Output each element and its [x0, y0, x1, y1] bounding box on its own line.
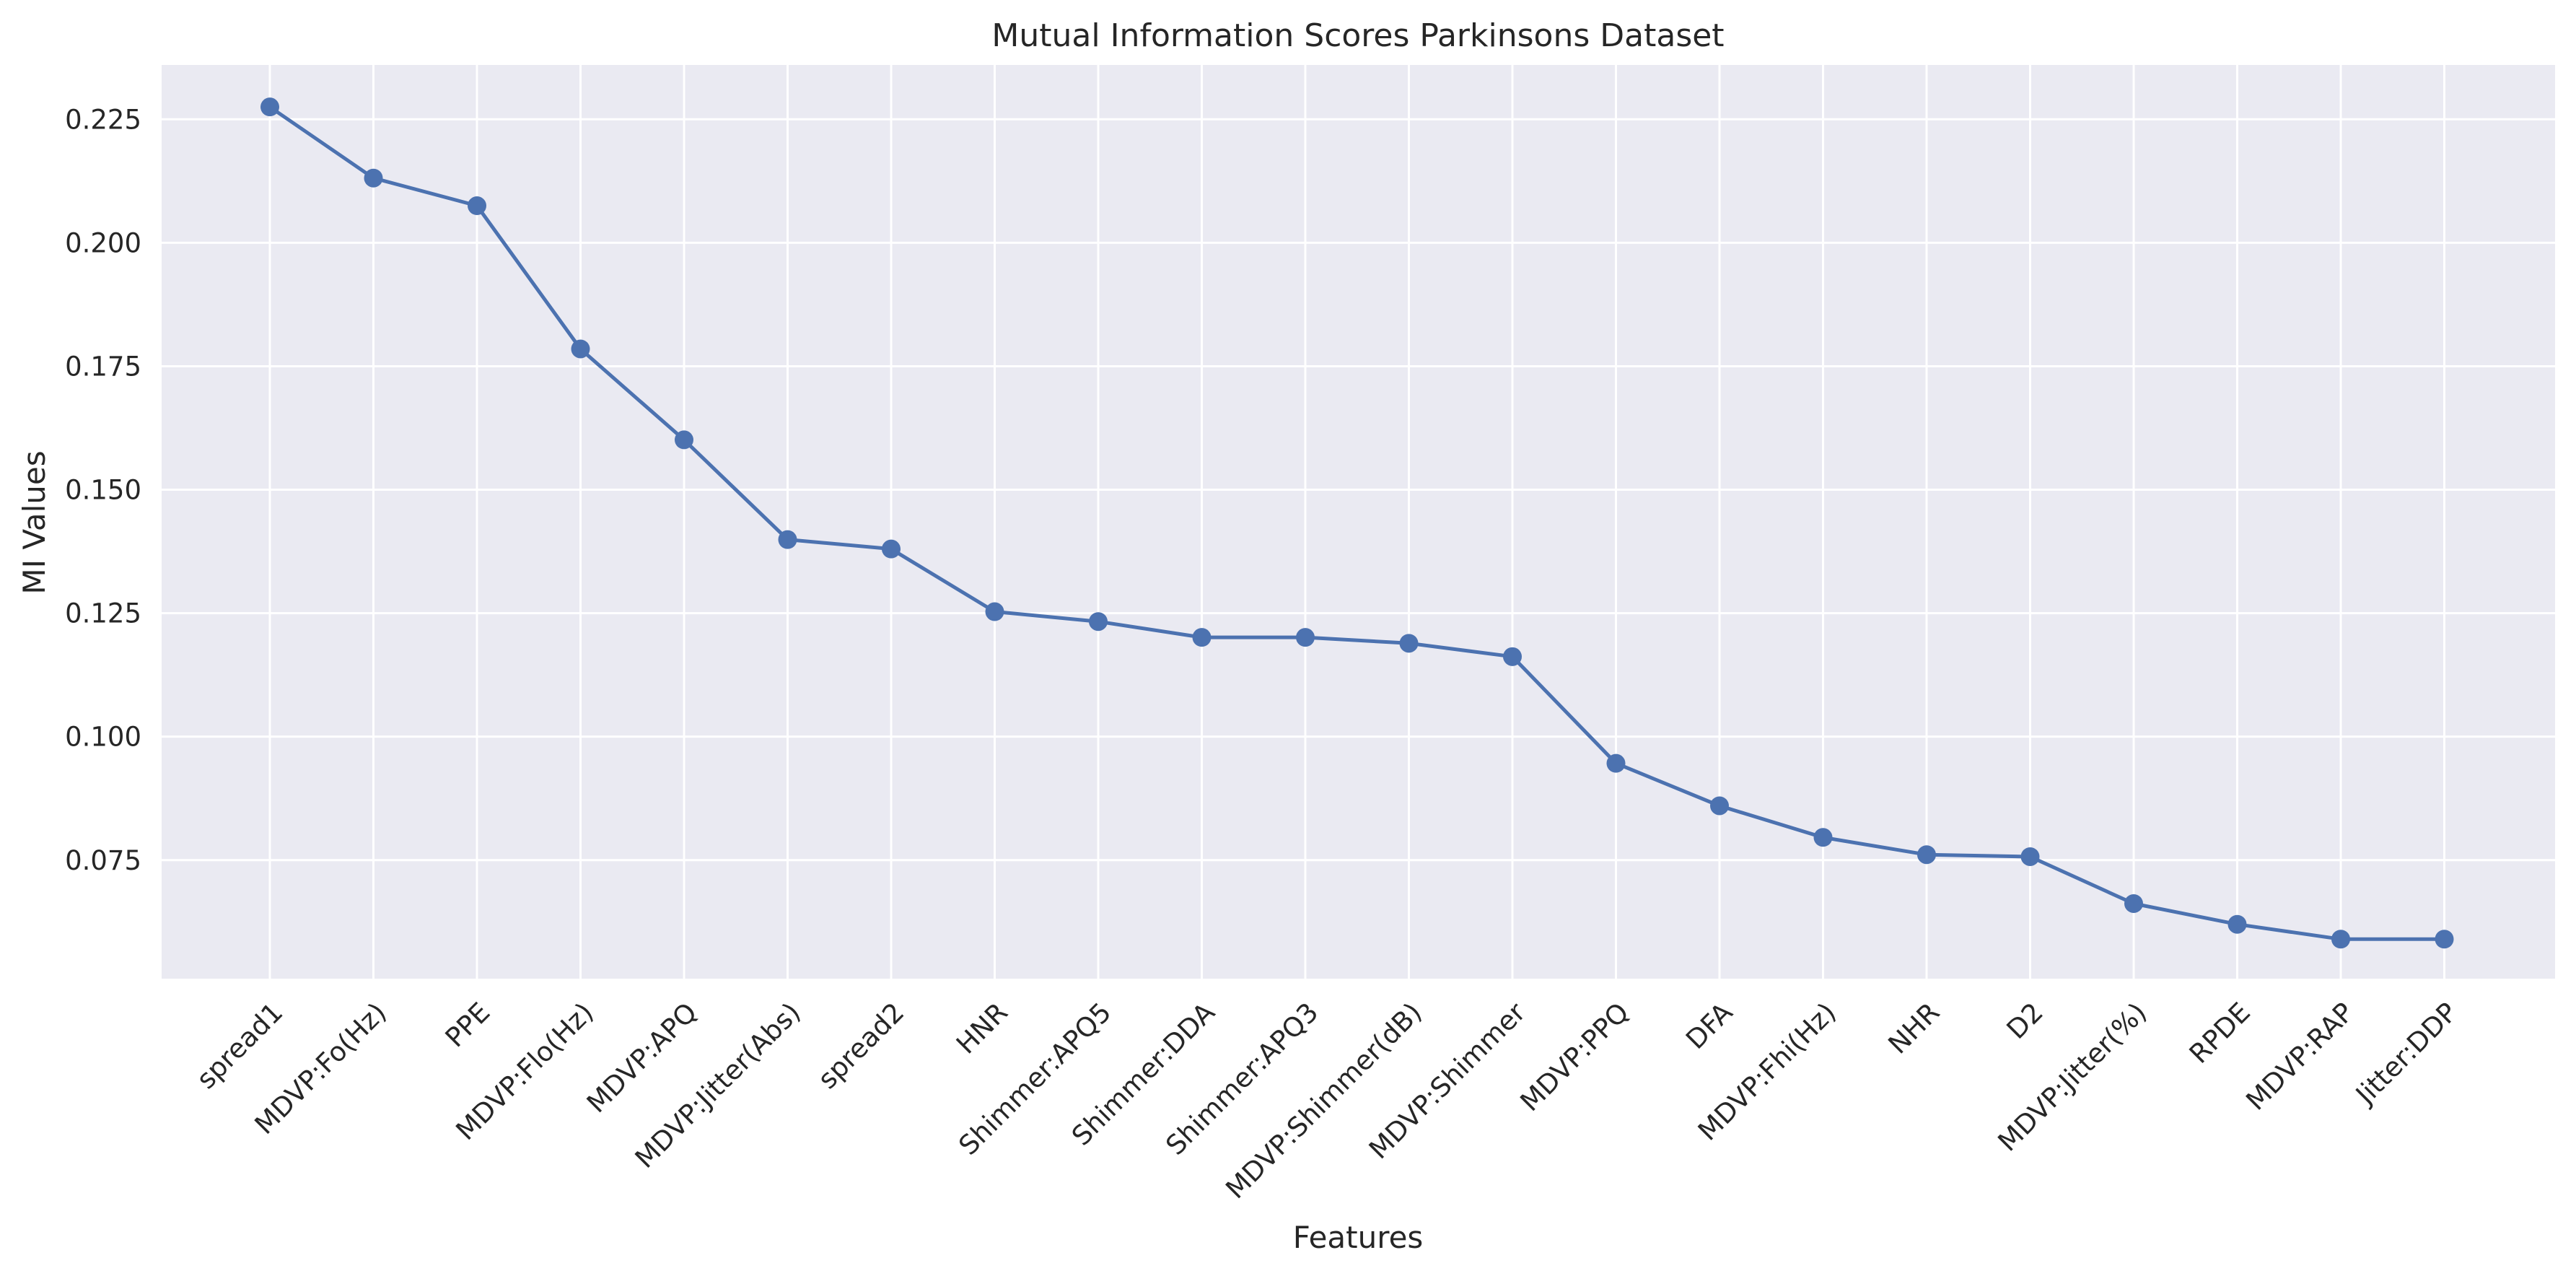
x-tick-label: Jitter:DDP [2349, 997, 2463, 1111]
data-point [2227, 914, 2247, 934]
x-tick-label: RPDE [2183, 997, 2256, 1070]
x-tick-label: spread2 [812, 997, 910, 1095]
data-point [985, 602, 1004, 621]
data-point [1710, 796, 1729, 816]
y-tick-labels: 0.075 0.100 0.125 0.150 0.175 0.200 0.225 [65, 104, 141, 875]
chart-title: Mutual Information Scores Parkinsons Dat… [991, 17, 1724, 54]
data-point [2124, 893, 2143, 913]
y-tick-label: 0.125 [65, 598, 141, 629]
data-point [364, 168, 383, 188]
data-point [1089, 612, 1108, 632]
x-axis-label: Features [1293, 1220, 1424, 1255]
data-point [1296, 628, 1315, 647]
data-point [1192, 628, 1212, 647]
data-point [778, 530, 797, 549]
x-tick-label: MDVP:Shimmer(dB) [1219, 997, 1427, 1205]
y-tick-label: 0.150 [65, 475, 141, 506]
x-tick-label: DFA [1680, 997, 1738, 1055]
data-point [1813, 828, 1833, 847]
x-tick-label: HNR [950, 997, 1014, 1060]
data-point [571, 339, 590, 359]
series-line [268, 105, 2446, 941]
x-tick-label: spread1 [190, 997, 289, 1095]
x-tick-label: D2 [2001, 997, 2049, 1045]
data-point [1606, 753, 1626, 773]
y-axis-label: MI Values [17, 450, 52, 594]
data-point [675, 430, 693, 450]
points-group [260, 97, 2454, 949]
x-tick-label: MDVP:RAP [2240, 997, 2360, 1116]
x-grid [268, 65, 2445, 979]
x-tick-label: PPE [439, 997, 496, 1053]
data-point [882, 539, 901, 559]
y-tick-label: 0.075 [65, 845, 141, 876]
y-tick-label: 0.175 [65, 351, 141, 382]
y-tick-label: 0.100 [65, 722, 141, 753]
data-point [2331, 930, 2350, 949]
data-point [1917, 845, 1936, 865]
data-point [1503, 647, 1522, 666]
data-point [2435, 930, 2454, 949]
x-tick-label: NHR [1883, 997, 1946, 1060]
y-tick-label: 0.200 [65, 227, 141, 258]
data-point [2020, 847, 2040, 866]
series-group [268, 105, 2446, 941]
plot-area [162, 65, 2555, 979]
y-grid [162, 118, 2555, 862]
data-point [260, 97, 279, 117]
data-point [1399, 634, 1419, 653]
y-tick-label: 0.225 [65, 104, 141, 135]
data-point [468, 196, 486, 216]
x-tick-label: MDVP:PPQ [1515, 997, 1635, 1117]
